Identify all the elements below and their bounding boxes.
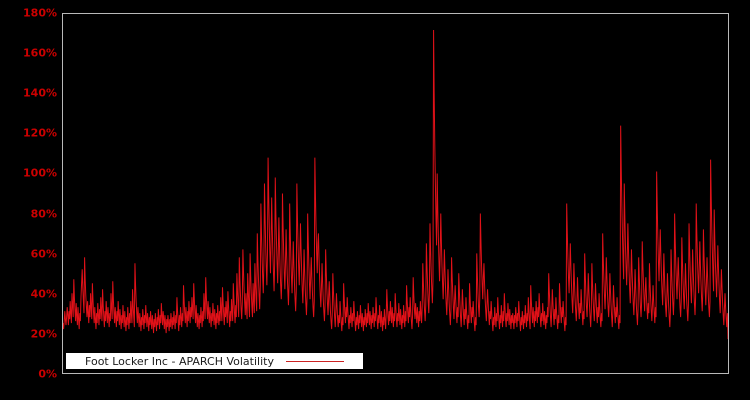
y-axis-tick-60: 60% [30,247,57,261]
y-axis-tick-20: 20% [30,327,57,341]
legend-line-sample [285,360,344,362]
plot-area [62,13,729,374]
y-axis-tick-40: 40% [30,287,57,301]
y-axis-tick-80: 80% [30,207,57,221]
y-axis-tick-100: 100% [23,166,57,180]
series-line-foot-locker-aparch-volatility [63,29,728,340]
chart-legend: Foot Locker Inc - APARCH Volatility [66,353,363,369]
y-axis-tick-180: 180% [23,6,57,20]
y-axis-tick-0: 0% [38,367,57,381]
y-axis-tick-160: 160% [23,46,57,60]
y-axis-tick-140: 140% [23,86,57,100]
y-axis-tick-120: 120% [23,126,57,140]
legend-entry-label: Foot Locker Inc - APARCH Volatility [85,354,274,368]
